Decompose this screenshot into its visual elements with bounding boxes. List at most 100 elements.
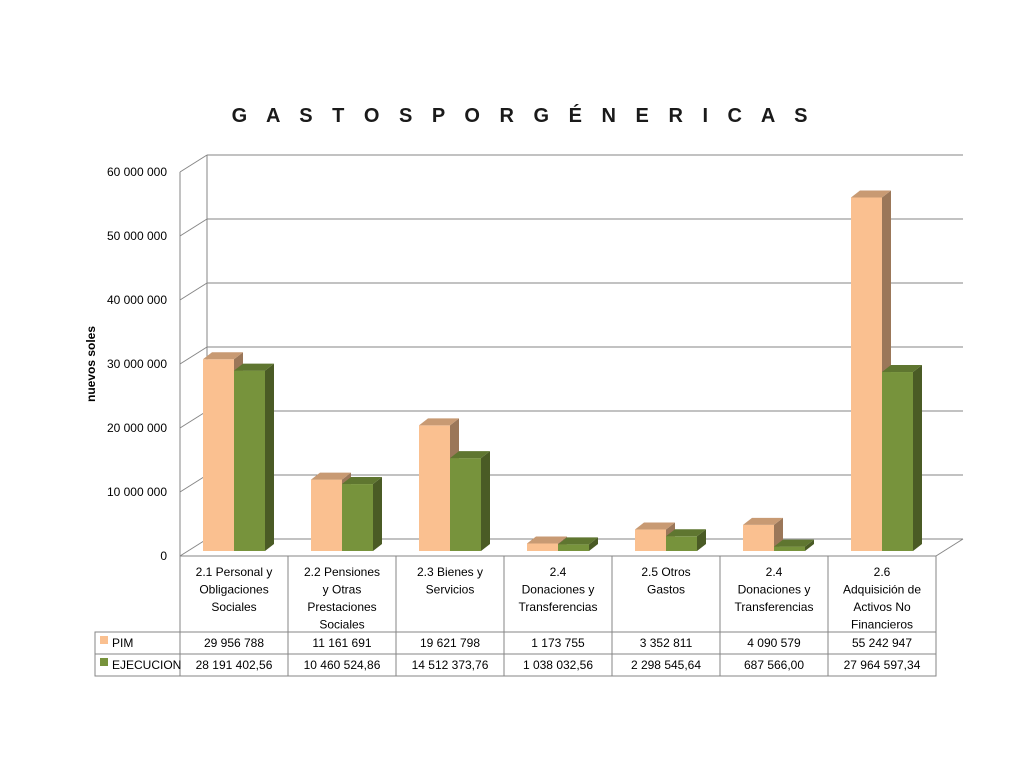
category-label: Transferencias (735, 600, 814, 614)
category-label: Adquisición de (843, 583, 921, 597)
gridline-diagonal (179, 282, 208, 301)
data-label: 1 173 755 (531, 636, 585, 650)
category-label: Donaciones y (738, 583, 811, 597)
bar-side (697, 529, 706, 551)
bar-front (311, 479, 342, 551)
bar-side (265, 363, 274, 551)
bar-front (342, 484, 373, 551)
bar-side (913, 365, 922, 551)
bars (203, 190, 922, 552)
gridline-diagonal (179, 410, 208, 429)
bar-ejecucion-7 (882, 365, 922, 551)
bar-top (342, 477, 382, 485)
bar-top (882, 365, 922, 373)
category-label: Transferencias (519, 600, 598, 614)
category-label: Sociales (211, 600, 256, 614)
category-label: 2.4 (550, 565, 567, 579)
gridline-diagonal (179, 346, 208, 365)
category-label: Donaciones y (522, 583, 595, 597)
bar-top (851, 190, 891, 198)
bar-front (635, 529, 666, 551)
y-tick-label: 60 000 000 (107, 165, 167, 179)
y-tick-label: 30 000 000 (107, 357, 167, 371)
y-tick-label: 40 000 000 (107, 293, 167, 307)
gridline-diagonal (179, 218, 208, 237)
category-label: Prestaciones (307, 600, 376, 614)
bar-top (419, 418, 459, 426)
bar-top (743, 517, 783, 525)
y-tick-label: 10 000 000 (107, 485, 167, 499)
bar-ejecucion-6 (774, 539, 814, 551)
data-label: 14 512 373,76 (412, 658, 489, 672)
data-label: 2 298 545,64 (631, 658, 701, 672)
data-label: 28 191 402,56 (196, 658, 273, 672)
y-tick-label: 50 000 000 (107, 229, 167, 243)
y-axis-label: nuevos soles (84, 326, 98, 402)
bar-front (882, 372, 913, 551)
bar-ejecucion-4 (558, 537, 598, 551)
data-label: 27 964 597,34 (844, 658, 921, 672)
bar-side (481, 451, 490, 551)
bar-top (558, 537, 598, 545)
bar-side (373, 477, 382, 551)
category-label: Obligaciones (199, 583, 268, 597)
category-label: y Otras (323, 583, 362, 597)
bar-top (203, 352, 243, 360)
bar-front (743, 524, 774, 551)
floor-right-edge (935, 538, 964, 557)
bar-top (450, 451, 490, 459)
y-tick-label: 0 (160, 549, 167, 563)
legend-swatch-pim (100, 636, 108, 644)
legend-label-ejecucion: EJECUCION (112, 658, 181, 672)
category-label: 2.2 Pensiones (304, 565, 380, 579)
data-label: 29 956 788 (204, 636, 264, 650)
category-label: Financieros (851, 618, 913, 632)
bar-side (805, 539, 814, 551)
gridline-diagonal (179, 538, 208, 557)
bar-ejecucion-1 (234, 363, 274, 551)
y-tick-label: 20 000 000 (107, 421, 167, 435)
bar-pim-6 (743, 517, 783, 551)
category-label: Sociales (319, 618, 364, 632)
category-label: 2.3 Bienes y (417, 565, 483, 579)
data-label: 687 566,00 (744, 658, 804, 672)
bar-top (527, 536, 567, 544)
category-label: Gastos (647, 583, 685, 597)
category-label: 2.6 (874, 565, 891, 579)
bar-front (774, 546, 805, 551)
gridline-diagonal (179, 474, 208, 493)
category-label: Activos No (853, 600, 911, 614)
data-label: 55 242 947 (852, 636, 912, 650)
bar-front (527, 543, 558, 551)
bar-front (450, 458, 481, 551)
category-label: Servicios (426, 583, 475, 597)
gridlines (179, 154, 964, 557)
bar-top (666, 529, 706, 537)
data-label: 19 621 798 (420, 636, 480, 650)
bar-ejecucion-3 (450, 451, 490, 551)
legend-label-pim: PIM (112, 636, 133, 650)
data-table: 2.1 Personal y Obligaciones Sociales 2.2 Pe… (94, 555, 937, 677)
bar-top (234, 363, 274, 371)
category-label: 2.5 Otros (641, 565, 690, 579)
chart-title: G A S T O S P O R G É N E R I C A S (232, 104, 815, 127)
legend-swatch-ejecucion (100, 658, 108, 666)
bar-top (774, 539, 814, 547)
bar-top (311, 472, 351, 480)
data-label: 11 161 691 (312, 636, 371, 650)
bar-front (666, 536, 697, 551)
bar-front (234, 370, 265, 551)
data-label: 4 090 579 (747, 636, 801, 650)
data-label: 3 352 811 (640, 636, 693, 650)
bar-side (589, 537, 598, 551)
bar-front (419, 425, 450, 551)
category-label: 2.4 (766, 565, 783, 579)
bar-ejecucion-5 (666, 529, 706, 551)
gridline-diagonal (179, 154, 208, 173)
bar-top (635, 522, 675, 530)
bar-ejecucion-2 (342, 477, 382, 551)
data-label: 10 460 524,86 (304, 658, 381, 672)
data-label: 1 038 032,56 (523, 658, 593, 672)
y-axis: 0 10 000 000 20 000 000 30 000 000 40 000 00… (107, 165, 167, 563)
